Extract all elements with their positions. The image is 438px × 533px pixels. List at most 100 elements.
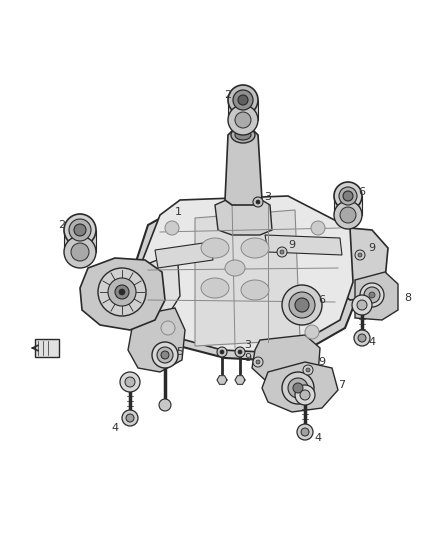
Circle shape <box>289 292 315 318</box>
Circle shape <box>126 414 134 422</box>
Circle shape <box>288 378 308 398</box>
Text: 5: 5 <box>177 347 184 357</box>
Circle shape <box>297 424 313 440</box>
Circle shape <box>235 347 245 357</box>
Ellipse shape <box>201 238 229 258</box>
Circle shape <box>355 250 365 260</box>
Circle shape <box>238 95 248 105</box>
Circle shape <box>115 285 129 299</box>
Polygon shape <box>195 210 300 346</box>
Circle shape <box>295 298 309 312</box>
Polygon shape <box>235 376 245 384</box>
Circle shape <box>357 300 367 310</box>
Text: 4: 4 <box>111 423 119 433</box>
Circle shape <box>358 253 362 257</box>
Polygon shape <box>225 125 262 205</box>
Circle shape <box>235 112 251 128</box>
Circle shape <box>125 377 135 387</box>
Circle shape <box>358 334 366 342</box>
Circle shape <box>352 295 372 315</box>
Circle shape <box>161 321 175 335</box>
Text: 2: 2 <box>58 220 66 230</box>
Circle shape <box>159 399 171 411</box>
Text: 7: 7 <box>339 380 346 390</box>
Circle shape <box>161 351 169 359</box>
Text: 1: 1 <box>174 207 181 217</box>
Circle shape <box>343 191 353 201</box>
Polygon shape <box>133 258 180 314</box>
Ellipse shape <box>225 260 245 276</box>
Circle shape <box>217 347 227 357</box>
Polygon shape <box>130 205 360 360</box>
Polygon shape <box>80 258 165 330</box>
Circle shape <box>360 283 384 307</box>
Circle shape <box>340 207 356 223</box>
Circle shape <box>293 383 303 393</box>
Ellipse shape <box>241 280 269 300</box>
Circle shape <box>64 214 96 246</box>
Circle shape <box>228 85 258 115</box>
Circle shape <box>354 330 370 346</box>
Circle shape <box>306 368 310 372</box>
Circle shape <box>238 350 242 354</box>
Circle shape <box>301 428 309 436</box>
FancyBboxPatch shape <box>35 339 59 357</box>
Circle shape <box>120 372 140 392</box>
Ellipse shape <box>241 238 269 258</box>
Polygon shape <box>355 272 398 320</box>
Circle shape <box>69 219 91 241</box>
Circle shape <box>282 372 314 404</box>
Text: 4: 4 <box>314 433 321 443</box>
Ellipse shape <box>235 130 251 140</box>
Circle shape <box>295 385 315 405</box>
Circle shape <box>74 224 86 236</box>
Circle shape <box>228 105 258 135</box>
Circle shape <box>277 247 287 257</box>
Text: 9: 9 <box>289 240 296 250</box>
Polygon shape <box>334 196 362 215</box>
Circle shape <box>64 236 96 268</box>
Text: 9: 9 <box>244 353 251 363</box>
Circle shape <box>303 365 313 375</box>
Circle shape <box>282 285 322 325</box>
Text: 3: 3 <box>244 340 251 350</box>
Text: 6: 6 <box>318 295 325 305</box>
Circle shape <box>157 347 173 363</box>
Circle shape <box>256 200 260 204</box>
Circle shape <box>256 360 260 364</box>
Polygon shape <box>265 235 342 255</box>
Polygon shape <box>128 255 190 322</box>
Text: 6: 6 <box>358 187 365 197</box>
Polygon shape <box>252 335 320 385</box>
Circle shape <box>369 292 375 298</box>
Circle shape <box>122 410 138 426</box>
Polygon shape <box>155 242 213 268</box>
Circle shape <box>334 201 362 229</box>
Polygon shape <box>217 376 227 384</box>
Polygon shape <box>64 230 96 252</box>
Circle shape <box>98 268 146 316</box>
Text: 2: 2 <box>224 90 232 100</box>
Circle shape <box>220 350 224 354</box>
Circle shape <box>364 287 380 303</box>
Circle shape <box>119 289 125 295</box>
Circle shape <box>108 278 136 306</box>
Circle shape <box>233 90 253 110</box>
Circle shape <box>339 187 357 205</box>
Ellipse shape <box>231 127 255 143</box>
Circle shape <box>152 342 178 368</box>
Polygon shape <box>215 196 272 235</box>
Polygon shape <box>228 100 258 120</box>
Polygon shape <box>262 362 338 412</box>
Circle shape <box>71 243 89 261</box>
Circle shape <box>311 221 325 235</box>
Circle shape <box>305 325 319 339</box>
Polygon shape <box>128 308 185 372</box>
Circle shape <box>253 357 263 367</box>
Circle shape <box>300 390 310 400</box>
Polygon shape <box>338 228 388 300</box>
Circle shape <box>253 197 263 207</box>
Text: 3: 3 <box>265 192 272 202</box>
Text: 4: 4 <box>368 337 375 347</box>
Text: 9: 9 <box>368 243 375 253</box>
